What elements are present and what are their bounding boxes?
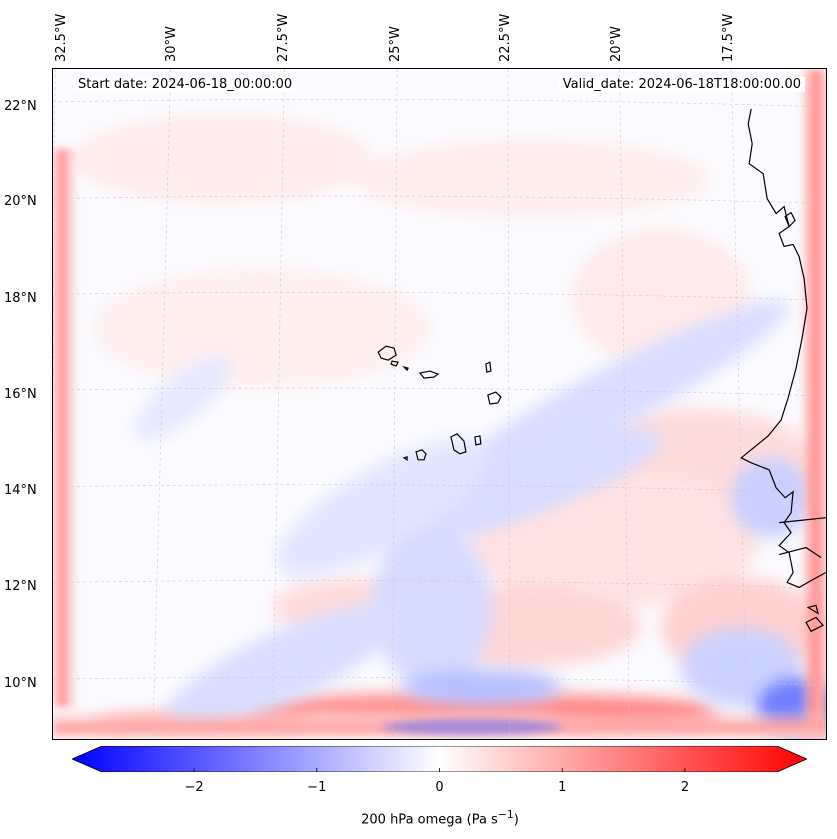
colorbar-tick-label: −2 — [184, 780, 204, 795]
lat-label-22n: 22°N — [4, 99, 37, 114]
colorbar-label-text: 200 hPa omega (Pa s — [361, 812, 498, 828]
negative-omega-areas — [134, 300, 826, 737]
lon-label-20w: 20°W — [609, 26, 624, 62]
colorbar-tick-label: 0 — [435, 780, 444, 795]
lon-label-27-5w: 27.5°W — [276, 13, 291, 62]
colorbar-label: 200 hPa omega (Pa s−1) — [0, 808, 837, 827]
lon-label-25w: 25°W — [388, 26, 403, 62]
lat-label-20n: 20°N — [4, 194, 37, 209]
lon-label-22-5w: 22.5°W — [498, 13, 513, 62]
valid-date-label: Valid_date: 2024-06-18T18:00:00.00 — [558, 77, 805, 92]
lon-label-32-5w: 32.5°W — [54, 13, 69, 62]
colorbar-tick-label: 1 — [558, 780, 567, 795]
colorbar-tick-label: 2 — [680, 780, 690, 795]
lat-label-18n: 18°N — [4, 291, 37, 306]
lat-label-12n: 12°N — [4, 579, 37, 594]
bottom-blue-streak — [382, 719, 562, 736]
colorbar-tick-label: −1 — [307, 780, 327, 795]
lon-label-17-5w: 17.5°W — [721, 13, 736, 62]
left-edge-band — [53, 148, 79, 708]
colorbar-gradient — [72, 746, 807, 772]
right-edge-band — [799, 69, 826, 739]
lon-label-30w: 30°W — [164, 26, 179, 62]
colorbar — [72, 746, 807, 772]
graticule — [53, 69, 826, 739]
colorbar-label-exponent: −1 — [497, 808, 514, 821]
colorbar-tick-marks — [193, 768, 686, 772]
cape-verde-islands — [377, 211, 824, 633]
start-date-label: Start date: 2024-06-18_00:00:00 — [74, 77, 297, 92]
west-africa-coastline — [740, 108, 826, 589]
lat-label-14n: 14°N — [4, 483, 37, 498]
lat-label-16n: 16°N — [4, 387, 37, 402]
gambia-coast — [779, 517, 826, 524]
map-panel — [52, 68, 827, 740]
lat-label-10n: 10°N — [4, 676, 37, 691]
omega-field-map — [53, 69, 826, 739]
guinea-bissau-coast — [778, 546, 822, 559]
colorbar-label-end: ) — [513, 812, 519, 828]
